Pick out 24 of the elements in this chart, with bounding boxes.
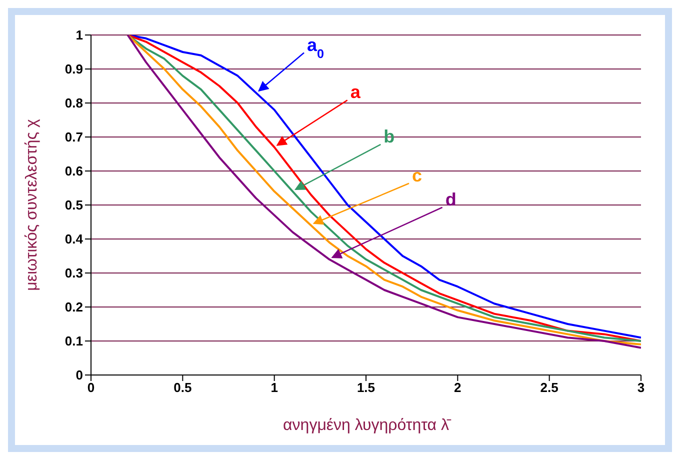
x-tick-label: 1.5 [356,380,376,396]
y-tick-label: 0.4 [64,232,84,247]
y-tick-label: 1 [76,28,83,43]
y-tick-label: 0.8 [64,96,83,111]
y-tick-label: 0.3 [64,266,83,281]
y-tick-label: 0 [76,368,83,383]
text: a$_{0}$ [307,34,324,61]
y-tick-label: 0.2 [64,300,83,315]
x-tick-label: 1 [270,380,278,396]
y-tick-label: 0.6 [64,164,83,179]
x-tick-label: 3 [637,380,645,396]
y-tick-label: 0.1 [64,334,83,349]
y-tick-label: 0.9 [64,62,83,77]
x-axis-title: ανηγμένη λυγηρότητα λ̄ [283,417,452,434]
x-tick-label: 2 [454,380,462,396]
x-tick-label: 0 [87,380,95,396]
text: d [445,189,456,210]
text: a [350,82,362,102]
text: c [412,165,422,186]
y-tick-label: 0.5 [64,198,83,213]
x-tick-label: 2.5 [540,380,558,396]
y-tick-label: 0.7 [64,130,83,145]
x-tick-label: 0.5 [174,380,192,396]
y-axis-title: μειωτικός συντελεστής χ [24,118,41,291]
